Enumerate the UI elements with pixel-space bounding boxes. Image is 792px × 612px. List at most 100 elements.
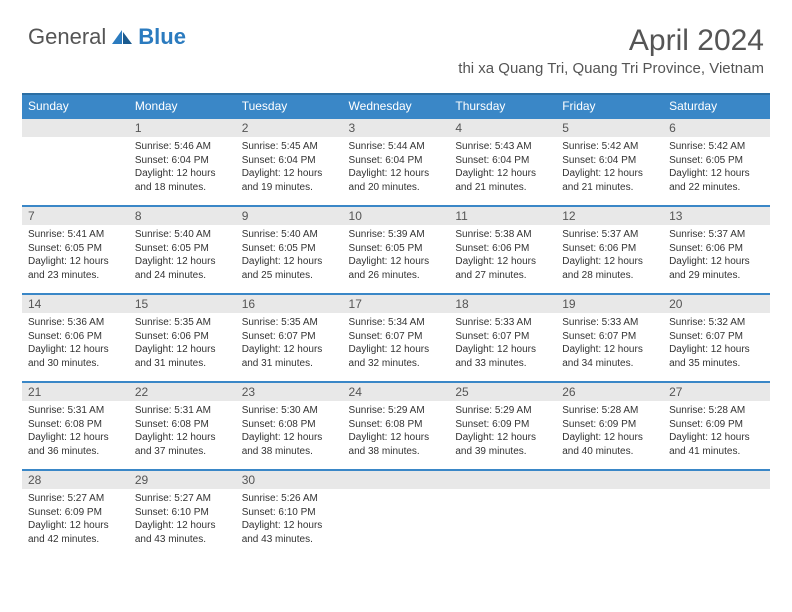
calendar-cell: 13Sunrise: 5:37 AMSunset: 6:06 PMDayligh… bbox=[663, 206, 770, 294]
day-content: Sunrise: 5:31 AM Sunset: 6:08 PM Daylight:… bbox=[129, 401, 236, 461]
day-content: Sunrise: 5:30 AMSunset: 6:08 PMDaylight:… bbox=[236, 401, 343, 461]
empty-day-strip bbox=[449, 471, 556, 489]
day-number: 14 bbox=[22, 295, 129, 313]
daylight-line: Daylight: 12 hours and 31 minutes. bbox=[135, 344, 216, 369]
dow-header: Tuesday bbox=[236, 94, 343, 118]
logo-text-general: General bbox=[28, 24, 106, 50]
sunset-line: Sunset: 6:04 PM bbox=[562, 155, 636, 166]
day-number: 12 bbox=[556, 207, 663, 225]
calendar-cell: 21Sunrise: 5:31 AMSunset: 6:08 PMDayligh… bbox=[22, 382, 129, 470]
calendar-cell: 8Sunrise: 5:40 AMSunset: 6:05 PMDaylight… bbox=[129, 206, 236, 294]
daylight-line: Daylight: 12 hours and 24 minutes. bbox=[135, 256, 216, 281]
sunset-line: Sunset: 6:08 PM bbox=[242, 419, 316, 430]
daylight-line: Daylight: 12 hours and 25 minutes. bbox=[242, 256, 323, 281]
calendar-cell bbox=[556, 470, 663, 558]
dow-header: Wednesday bbox=[343, 94, 450, 118]
sunset-line: Sunset: 6:05 PM bbox=[135, 243, 209, 254]
sunrise-line: Sunrise: 5:42 AM bbox=[562, 141, 638, 152]
sunset-line: Sunset: 6:06 PM bbox=[28, 331, 102, 342]
calendar-cell: 19Sunrise: 5:33 AMSunset: 6:07 PMDayligh… bbox=[556, 294, 663, 382]
dow-header: Saturday bbox=[663, 94, 770, 118]
sunrise-line: Sunrise: 5:37 AM bbox=[669, 229, 745, 240]
day-content: Sunrise: 5:29 AMSunset: 6:09 PMDaylight:… bbox=[449, 401, 556, 461]
day-number: 15 bbox=[129, 295, 236, 313]
sunrise-line: Sunrise: 5:36 AM bbox=[28, 317, 104, 328]
day-number: 30 bbox=[236, 471, 343, 489]
day-content: Sunrise: 5:33 AMSunset: 6:07 PMDaylight:… bbox=[449, 313, 556, 373]
daylight-line: Daylight: 12 hours and 37 minutes. bbox=[135, 432, 216, 457]
dow-header: Sunday bbox=[22, 94, 129, 118]
sunset-line: Sunset: 6:04 PM bbox=[455, 155, 529, 166]
calendar-cell: 12Sunrise: 5:37 AMSunset: 6:06 PMDayligh… bbox=[556, 206, 663, 294]
calendar-cell: 4 Sunrise: 5:43 AM Sunset: 6:04 PM Daylight… bbox=[449, 118, 556, 206]
day-number: 28 bbox=[22, 471, 129, 489]
logo-sail-icon bbox=[110, 28, 134, 46]
calendar-row: 14 Sunrise: 5:36 AM Sunset: 6:06 PM Dayligh… bbox=[22, 294, 770, 382]
sunset-line: Sunset: 6:04 PM bbox=[135, 155, 209, 166]
daylight-line: Daylight: 12 hours and 41 minutes. bbox=[669, 432, 750, 457]
sunset-line: Sunset: 6:07 PM bbox=[242, 331, 316, 342]
sunrise-line: Sunrise: 5:35 AM bbox=[242, 317, 318, 328]
dow-header: Friday bbox=[556, 94, 663, 118]
daylight-line: Daylight: 12 hours and 40 minutes. bbox=[562, 432, 643, 457]
calendar-cell: 15Sunrise: 5:35 AMSunset: 6:06 PMDayligh… bbox=[129, 294, 236, 382]
sunrise-line: Sunrise: 5:31 AM bbox=[135, 405, 211, 416]
day-number: 11 bbox=[449, 207, 556, 225]
day-number: 4 bbox=[449, 119, 556, 137]
daylight-line: Daylight: 12 hours and 30 minutes. bbox=[28, 344, 109, 369]
calendar-cell: 23Sunrise: 5:30 AMSunset: 6:08 PMDayligh… bbox=[236, 382, 343, 470]
sunset-line: Sunset: 6:04 PM bbox=[349, 155, 423, 166]
sunset-line: Sunset: 6:08 PM bbox=[28, 419, 102, 430]
day-number: 13 bbox=[663, 207, 770, 225]
day-number: 17 bbox=[343, 295, 450, 313]
day-content: Sunrise: 5:27 AMSunset: 6:09 PMDaylight:… bbox=[22, 489, 129, 549]
daylight-line: Daylight: 12 hours and 21 minutes. bbox=[455, 168, 536, 193]
empty-day-strip bbox=[343, 471, 450, 489]
day-number: 20 bbox=[663, 295, 770, 313]
sunset-line: Sunset: 6:10 PM bbox=[135, 507, 209, 518]
day-content: Sunrise: 5:28 AMSunset: 6:09 PMDaylight:… bbox=[556, 401, 663, 461]
sunrise-line: Sunrise: 5:37 AM bbox=[562, 229, 638, 240]
sunset-line: Sunset: 6:06 PM bbox=[455, 243, 529, 254]
calendar-cell bbox=[449, 470, 556, 558]
day-content: Sunrise: 5:44 AMSunset: 6:04 PMDaylight:… bbox=[343, 137, 450, 197]
day-of-week-row: SundayMondayTuesdayWednesdayThursdayFrid… bbox=[22, 94, 770, 118]
month-title: April 2024 bbox=[458, 24, 764, 58]
calendar-cell bbox=[343, 470, 450, 558]
calendar-cell: 17Sunrise: 5:34 AMSunset: 6:07 PMDayligh… bbox=[343, 294, 450, 382]
day-number: 1 bbox=[129, 119, 236, 137]
calendar-row: 21 Sunrise: 5:31 AM Sunset: 6:08 PM Dayligh… bbox=[22, 382, 770, 470]
calendar-cell: 3Sunrise: 5:44 AMSunset: 6:04 PMDaylight… bbox=[343, 118, 450, 206]
sunrise-line: Sunrise: 5:27 AM bbox=[135, 493, 211, 504]
sunset-line: Sunset: 6:06 PM bbox=[562, 243, 636, 254]
sunrise-line: Sunrise: 5:40 AM bbox=[242, 229, 318, 240]
sunset-line: Sunset: 6:08 PM bbox=[135, 419, 209, 430]
day-content: Sunrise: 5:40 AMSunset: 6:05 PMDaylight:… bbox=[236, 225, 343, 285]
sunrise-line: Sunrise: 5:44 AM bbox=[349, 141, 425, 152]
sunrise-line: Sunrise: 5:26 AM bbox=[242, 493, 318, 504]
day-content: Sunrise: 5:27 AMSunset: 6:10 PMDaylight:… bbox=[129, 489, 236, 549]
calendar-cell: 16Sunrise: 5:35 AMSunset: 6:07 PMDayligh… bbox=[236, 294, 343, 382]
calendar-cell: 5Sunrise: 5:42 AMSunset: 6:04 PMDaylight… bbox=[556, 118, 663, 206]
day-number: 23 bbox=[236, 383, 343, 401]
calendar-body: 1Sunrise: 5:46 AMSunset: 6:04 PMDaylight… bbox=[22, 118, 770, 558]
calendar-table: SundayMondayTuesdayWednesdayThursdayFrid… bbox=[22, 93, 770, 558]
calendar-cell: 18Sunrise: 5:33 AMSunset: 6:07 PMDayligh… bbox=[449, 294, 556, 382]
sunset-line: Sunset: 6:07 PM bbox=[349, 331, 423, 342]
day-number: 7 bbox=[22, 207, 129, 225]
dow-header: Thursday bbox=[449, 94, 556, 118]
day-content: Sunrise: 5:41 AMSunset: 6:05 PMDaylight:… bbox=[22, 225, 129, 285]
day-content: Sunrise: 5:38 AMSunset: 6:06 PMDaylight:… bbox=[449, 225, 556, 285]
sunrise-line: Sunrise: 5:42 AM bbox=[669, 141, 745, 152]
day-number: 19 bbox=[556, 295, 663, 313]
day-content: Sunrise: 5:37 AMSunset: 6:06 PMDaylight:… bbox=[556, 225, 663, 285]
daylight-line: Daylight: 12 hours and 29 minutes. bbox=[669, 256, 750, 281]
calendar-cell: 1Sunrise: 5:46 AMSunset: 6:04 PMDaylight… bbox=[129, 118, 236, 206]
day-content: Sunrise: 5:31 AMSunset: 6:08 PMDaylight:… bbox=[22, 401, 129, 461]
sunset-line: Sunset: 6:04 PM bbox=[242, 155, 316, 166]
sunrise-line: Sunrise: 5:35 AM bbox=[135, 317, 211, 328]
day-content: Sunrise: 5:45 AMSunset: 6:04 PMDaylight:… bbox=[236, 137, 343, 197]
day-number: 21 bbox=[22, 383, 129, 401]
calendar-cell bbox=[22, 118, 129, 206]
sunrise-line: Sunrise: 5:43 AM bbox=[455, 141, 531, 152]
